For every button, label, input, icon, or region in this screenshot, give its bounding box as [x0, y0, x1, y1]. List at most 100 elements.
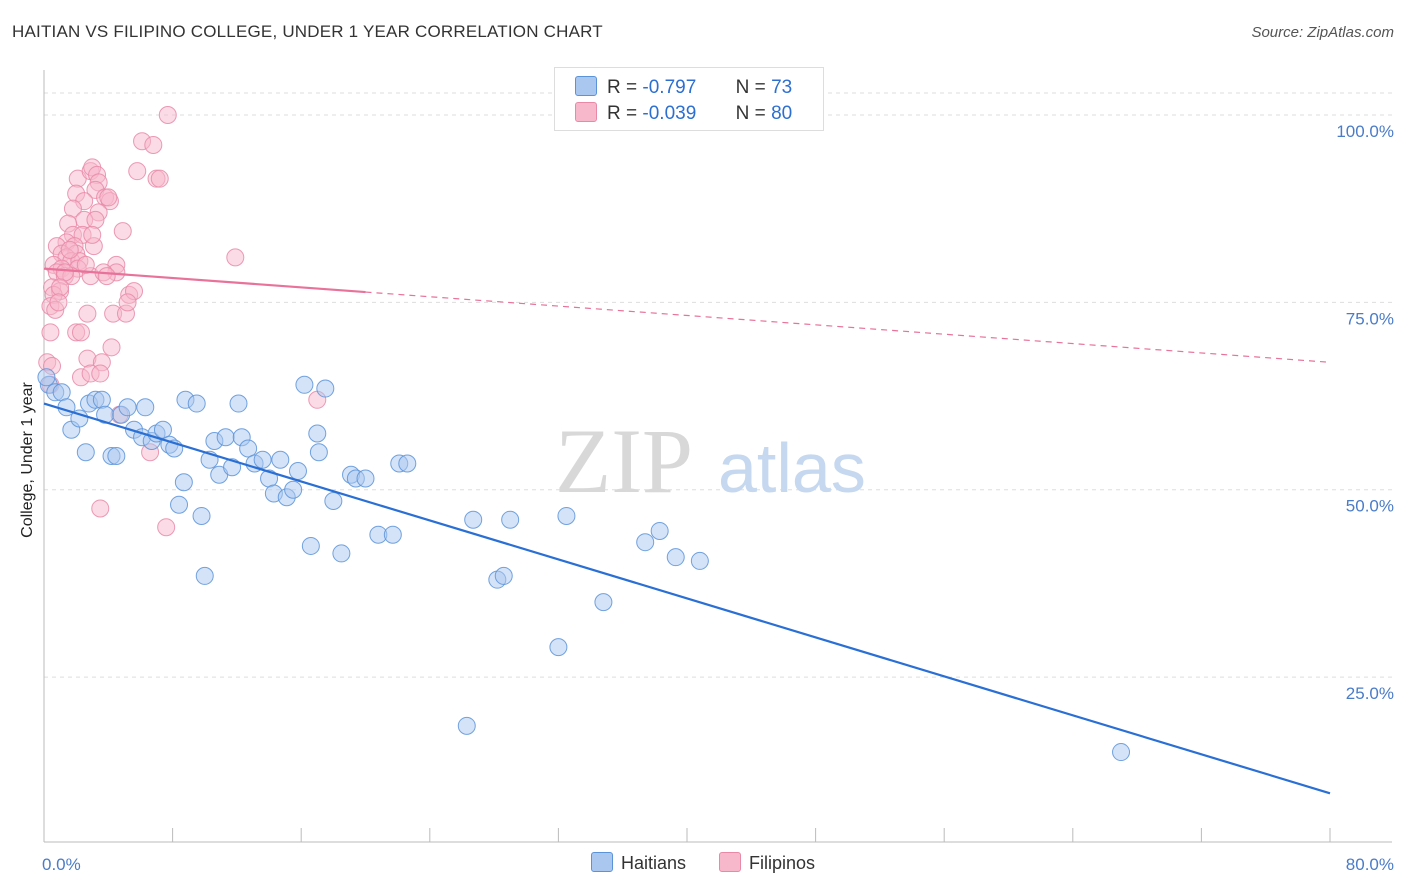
haitian-point-66	[594, 593, 613, 612]
haitian-point-49	[316, 379, 335, 398]
haitian-point-9	[92, 390, 111, 409]
filipinos-r-value: -0.039	[642, 103, 697, 124]
haitian-point-50	[324, 491, 343, 510]
legend-label-filipinos: Filipinos	[749, 853, 816, 873]
haitian-point-63	[501, 510, 520, 529]
y-tick-label-0: 100.0%	[1336, 122, 1394, 141]
legend-row-haitians: R = -0.797 N = 73	[575, 76, 792, 100]
haitian-point-20	[153, 420, 172, 439]
filipino-point-20	[86, 210, 105, 229]
filipino-point-65	[91, 364, 110, 383]
haitian-point-5	[70, 409, 89, 428]
legend-r-label: R =	[607, 103, 638, 124]
haitian-point-48	[309, 443, 328, 462]
haitian-point-59	[457, 716, 476, 735]
legend-item-filipinos[interactable]: Filipinos	[719, 852, 815, 874]
haitian-point-67	[636, 533, 655, 552]
watermark: ZIP atlas	[555, 410, 866, 512]
filipino-point-79	[118, 293, 137, 312]
haitian-point-24	[174, 473, 193, 492]
haitian-point-62	[494, 566, 513, 585]
source-label: Source: ZipAtlas.com	[1251, 24, 1394, 41]
filipino-point-70	[91, 499, 110, 518]
haitian-point-36	[239, 439, 258, 458]
watermark-atlas: atlas	[718, 429, 866, 507]
haitian-point-51	[332, 544, 351, 563]
y-tick-label-1: 75.0%	[1346, 309, 1394, 328]
gridlines	[44, 92, 1392, 678]
filipino-point-21	[113, 222, 132, 241]
chart-title: HAITIAN VS FILIPINO COLLEGE, UNDER 1 YEA…	[12, 22, 603, 41]
haitian-point-6	[76, 443, 95, 462]
haitian-point-44	[288, 461, 307, 480]
haitian-point-69	[666, 548, 685, 567]
haitian-point-54	[356, 469, 375, 488]
haitians-points	[37, 368, 1131, 762]
y-tick-label-2: 50.0%	[1346, 497, 1394, 516]
haitians-swatch	[590, 852, 613, 872]
haitian-point-46	[301, 536, 320, 555]
legend-n-label: N =	[735, 77, 766, 98]
filipino-point-5	[150, 169, 169, 188]
filipino-point-0	[158, 105, 177, 124]
haitians-n-value: 73	[771, 77, 793, 98]
watermark-zip: ZIP	[555, 410, 693, 512]
haitian-point-2	[52, 383, 71, 402]
haitian-point-34	[229, 394, 248, 413]
filipino-point-73	[51, 278, 70, 297]
filipino-point-72	[55, 263, 74, 282]
haitian-point-38	[253, 450, 272, 469]
haitian-point-26	[187, 394, 206, 413]
axes	[43, 70, 1392, 843]
filipino-point-33	[226, 248, 245, 267]
haitian-point-47	[308, 424, 327, 443]
haitian-point-64	[549, 638, 568, 657]
filipino-point-44	[97, 267, 116, 286]
filipino-point-58	[102, 338, 121, 357]
x-tick-label-max: 80.0%	[1346, 855, 1394, 874]
legend-n-label: N =	[735, 103, 766, 124]
stats-legend: R = -0.797 N = 73 R = -0.039 N = 80	[554, 67, 824, 131]
filipino-trend-solid	[43, 267, 366, 294]
haitian-point-12	[107, 447, 126, 465]
filipino-point-76	[49, 293, 68, 312]
haitian-point-71	[1112, 743, 1131, 762]
y-tick-label-3: 25.0%	[1346, 684, 1394, 703]
haitian-point-65	[557, 506, 576, 525]
haitian-point-45	[295, 375, 314, 394]
haitian-point-33	[223, 458, 242, 477]
filipino-point-75	[60, 240, 79, 259]
filipinos-n-value: 80	[771, 103, 793, 124]
filipinos-swatch	[719, 852, 741, 872]
filipino-point-77	[83, 225, 102, 244]
haitian-point-68	[650, 521, 669, 540]
haitian-point-58	[398, 454, 417, 473]
haitian-point-23	[170, 495, 189, 514]
haitian-point-56	[383, 525, 402, 544]
filipino-point-52	[78, 304, 97, 323]
filipino-point-71	[157, 518, 176, 537]
y-tick-labels: 100.0% 75.0% 50.0% 25.0%	[1336, 122, 1394, 703]
legend-r-label: R =	[607, 77, 638, 98]
haitian-point-32	[216, 428, 235, 447]
filipino-point-78	[99, 188, 118, 207]
legend-item-haitians[interactable]: Haitians	[590, 852, 686, 874]
haitian-point-41	[271, 450, 290, 469]
series-legend: Haitians Filipinos	[0, 852, 1406, 874]
haitian-point-60	[464, 510, 483, 529]
filipino-point-74	[76, 255, 95, 274]
haitian-point-27	[192, 506, 211, 525]
haitian-point-72	[37, 368, 56, 387]
x-tick-label-min: 0.0%	[42, 855, 81, 874]
haitian-trend-solid	[43, 402, 1331, 795]
haitians-swatch	[575, 76, 597, 96]
haitian-point-17	[136, 398, 155, 417]
filipino-point-55	[41, 323, 60, 342]
legend-row-filipinos: R = -0.039 N = 80	[575, 102, 792, 126]
filipino-point-2	[144, 135, 163, 154]
filipinos-points	[38, 105, 327, 537]
filipino-trend-dashed	[365, 291, 1331, 363]
filipino-point-57	[71, 323, 90, 342]
haitian-point-43	[284, 480, 303, 499]
